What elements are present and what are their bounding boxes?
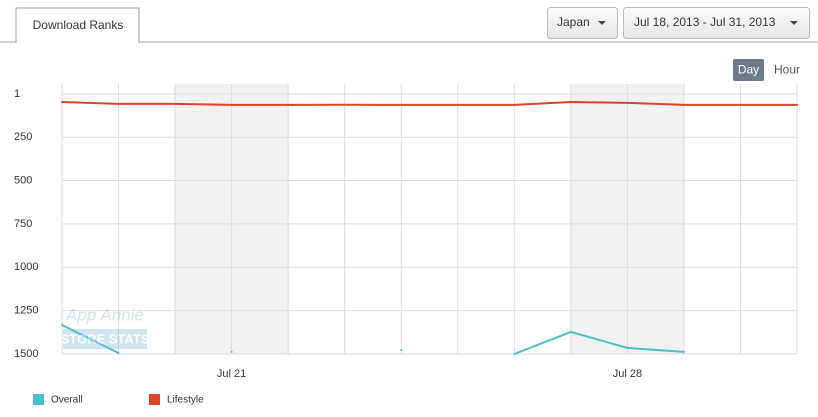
hour-label[interactable]: Hour — [774, 63, 800, 77]
x-tick-label: Jul 28 — [613, 368, 642, 380]
tab-shape — [15, 7, 140, 43]
series-line — [61, 100, 798, 106]
legend-label[interactable]: Lifestyle — [167, 395, 204, 406]
day-label[interactable]: Day — [738, 63, 759, 77]
date-label[interactable]: Jul 18, 2013 - Jul 31, 2013 — [634, 15, 776, 29]
country-label[interactable]: Japan — [557, 15, 590, 29]
watermark: App Annie STORE STATS — [61, 305, 150, 349]
header: Download Ranks Japan Jul 18, 2013 - Jul … — [0, 7, 818, 81]
y-tick-label: 1500 — [14, 348, 38, 360]
series-line — [61, 324, 685, 355]
y-tick-label: 1250 — [14, 305, 38, 317]
date-button[interactable] — [623, 7, 810, 39]
tab[interactable]: Download Ranks — [33, 18, 124, 32]
watermark-text: STORE STATS — [61, 331, 150, 346]
watermark-text: App Annie — [65, 305, 144, 324]
watermark-box — [63, 329, 147, 349]
x-tick-label: Jul 21 — [217, 368, 246, 380]
caret — [790, 21, 798, 25]
legend-label[interactable]: Overall — [51, 395, 83, 406]
y-tick-label: 1000 — [14, 261, 38, 273]
legend: Overall Lifestyle — [33, 394, 204, 406]
country-button[interactable] — [547, 7, 618, 39]
y-tick-label: 500 — [14, 174, 32, 186]
y-tick-label: 750 — [14, 218, 32, 230]
legend-swatch[interactable] — [33, 394, 44, 405]
legend-swatch[interactable] — [149, 394, 160, 405]
y-tick-label: 1 — [14, 88, 20, 100]
y-tick-label: 250 — [14, 131, 32, 143]
caret — [598, 21, 606, 25]
day-button[interactable] — [733, 59, 764, 81]
